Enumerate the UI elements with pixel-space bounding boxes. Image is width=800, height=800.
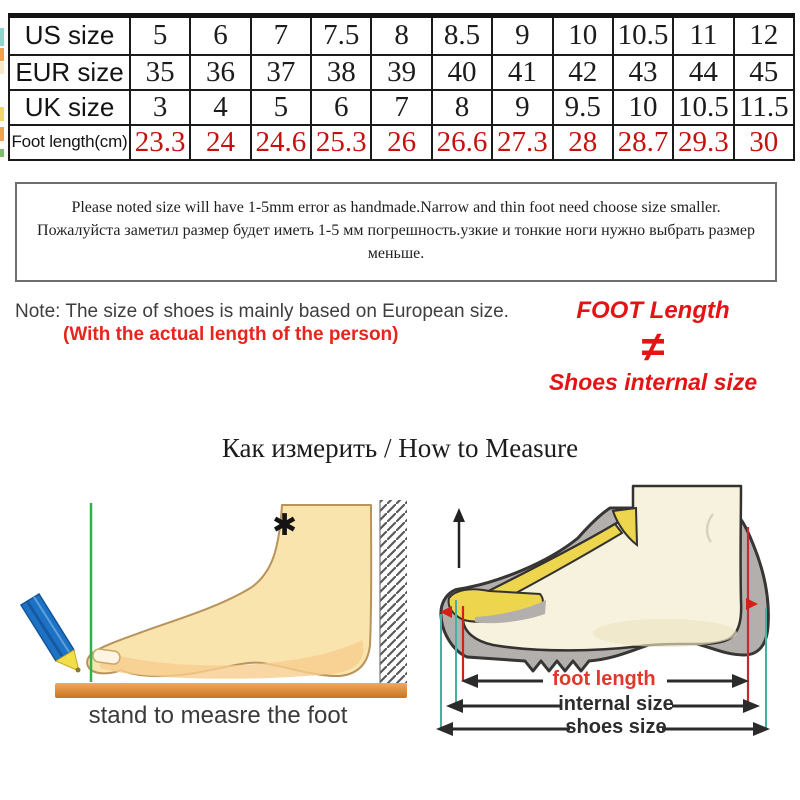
left-figure-caption: stand to measre the foot [88, 702, 348, 729]
size-cell: 24 [189, 123, 252, 161]
size-cell: 23.3 [128, 123, 192, 161]
shoe-size-figure: foot length internal size shoes size [430, 480, 800, 760]
row-label-us: US size [8, 14, 131, 56]
size-cell: 9 [491, 88, 554, 126]
size-cell: 8 [370, 14, 433, 56]
shoes-size-arrow [436, 722, 770, 736]
size-cell: 12 [732, 14, 796, 56]
notice-line-en: Please noted size will have 1-5mm error … [71, 199, 721, 216]
row-label-footlength: Foot length(cm) [8, 123, 131, 161]
size-cell: 7 [249, 14, 313, 56]
foot-length-arrow [461, 674, 749, 688]
note-subtext: (With the actual length of the person) [63, 324, 399, 345]
size-cell: 26 [370, 123, 433, 161]
foot-shading [100, 640, 364, 679]
size-cell: 43 [611, 53, 675, 91]
size-cell: 6 [310, 88, 373, 126]
size-cell: 10 [551, 14, 614, 56]
size-cell: 44 [672, 53, 735, 91]
bare-foot [86, 504, 373, 678]
row-label-uk: UK size [8, 88, 131, 126]
toe-up-arrow [453, 508, 465, 568]
size-cell: 9 [491, 14, 554, 56]
size-cell: 11.5 [732, 88, 796, 126]
foot-length-label: foot length [552, 668, 656, 690]
not-equal-icon: ≠ [641, 323, 665, 370]
size-cell: 4 [189, 88, 252, 126]
table-row-eur: EUR size 35 36 37 38 39 40 41 42 43 44 4… [8, 53, 796, 91]
toenail [92, 648, 121, 665]
ground-bar [55, 683, 407, 698]
collar-yellow [611, 506, 639, 548]
size-cell: 35 [128, 53, 192, 91]
shoes-size-label: shoes size [565, 716, 667, 738]
size-table: US size 5 6 7 7.5 8 8.5 9 10 10.5 11 12 … [8, 13, 796, 161]
asterisk-mark: ✱ [272, 509, 298, 542]
internal-size-label: internal size [558, 693, 674, 715]
size-cell: 5 [128, 14, 192, 56]
size-cell: 3 [128, 88, 192, 126]
size-cell: 7.5 [310, 14, 373, 56]
edge-artifact [0, 28, 4, 46]
size-cell: 8 [430, 88, 494, 126]
size-cell: 9.5 [551, 88, 614, 126]
edge-artifact [0, 107, 4, 121]
size-cell: 37 [249, 53, 313, 91]
size-cell: 6 [189, 14, 252, 56]
notice-line-ru: Пожалуйста заметил размер будет иметь 1-… [37, 222, 755, 262]
size-cell: 28.7 [611, 123, 675, 161]
size-cell: 27.3 [491, 123, 554, 161]
size-chart-table: US size 5 6 7 7.5 8 8.5 9 10 10.5 11 12 … [8, 13, 796, 161]
size-cell: 41 [491, 53, 554, 91]
size-cell: 29.3 [672, 123, 735, 161]
internal-size-arrow [446, 699, 760, 713]
note-text: Note: The size of shoes is mainly based … [15, 301, 509, 322]
size-cell: 10 [611, 88, 675, 126]
tolerance-notice-box: Please noted size will have 1-5mm error … [15, 182, 777, 282]
size-cell: 26.6 [430, 123, 494, 161]
wall-hatch [380, 500, 407, 683]
size-cell: 10.5 [611, 14, 675, 56]
size-cell: 11 [672, 14, 735, 56]
size-cell: 8.5 [430, 14, 494, 56]
table-row-footlength: Foot length(cm) 23.3 24 24.6 25.3 26 26.… [8, 123, 796, 161]
pencil-icon [19, 592, 81, 673]
row-label-eur: EUR size [8, 53, 131, 91]
edge-artifact [0, 62, 4, 74]
edge-artifact [0, 127, 4, 141]
size-cell: 42 [551, 53, 614, 91]
size-cell: 7 [370, 88, 433, 126]
size-cell: 5 [249, 88, 313, 126]
size-cell: 40 [430, 53, 494, 91]
edge-artifact [0, 48, 4, 61]
inequality-notice: FOOT Length ≠ Shoes internal size [528, 297, 778, 396]
measure-heading: Как измерить / How to Measure [221, 433, 579, 463]
size-cell: 36 [189, 53, 252, 91]
size-cell: 45 [732, 53, 796, 91]
table-row-uk: UK size 3 4 5 6 7 8 9 9.5 10 10.5 11.5 [8, 88, 796, 126]
size-cell: 25.3 [310, 123, 373, 161]
table-row-us: US size 5 6 7 7.5 8 8.5 9 10 10.5 11 12 [8, 14, 796, 56]
size-cell: 39 [370, 53, 433, 91]
size-cell: 38 [310, 53, 373, 91]
inequality-line1: FOOT Length [576, 297, 730, 324]
foot-measure-figure: ✱ stand to measre the foot [0, 480, 430, 750]
shoe-cross-section-illustration [436, 484, 770, 736]
size-cell: 24.6 [249, 123, 313, 161]
foot-measure-illustration [19, 500, 407, 698]
edge-artifact [0, 149, 4, 157]
inequality-line2: Shoes internal size [548, 369, 758, 395]
size-cell: 28 [551, 123, 614, 161]
size-cell: 10.5 [672, 88, 735, 126]
size-cell: 30 [732, 123, 796, 161]
